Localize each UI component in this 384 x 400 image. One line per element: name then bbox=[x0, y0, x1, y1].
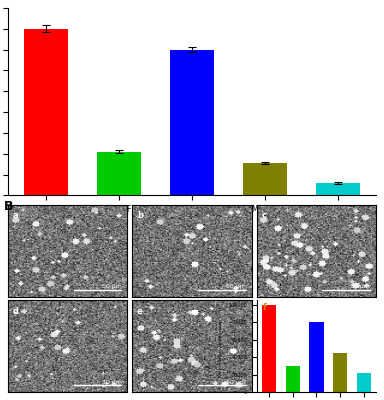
Bar bbox=[262, 304, 276, 392]
Bar bbox=[316, 183, 359, 195]
Text: b: b bbox=[137, 211, 143, 220]
Bar bbox=[286, 366, 300, 392]
Bar bbox=[97, 152, 141, 195]
Bar bbox=[170, 50, 214, 195]
Text: c: c bbox=[262, 211, 266, 220]
Text: 50 μm: 50 μm bbox=[101, 284, 121, 289]
Text: e: e bbox=[137, 307, 143, 316]
Bar bbox=[310, 322, 324, 392]
Bar bbox=[333, 353, 347, 392]
Bar bbox=[25, 29, 68, 195]
Text: a: a bbox=[12, 211, 18, 220]
Text: 50 μm: 50 μm bbox=[226, 380, 246, 385]
Text: B: B bbox=[4, 200, 13, 213]
Text: d: d bbox=[12, 307, 18, 316]
Text: f: f bbox=[263, 303, 266, 312]
Text: 50 μm: 50 μm bbox=[101, 380, 121, 385]
Bar bbox=[243, 163, 287, 195]
Y-axis label: Platelet adhesion(pieces/cm²): Platelet adhesion(pieces/cm²) bbox=[218, 316, 223, 377]
Bar bbox=[357, 373, 371, 392]
Text: 50 μm: 50 μm bbox=[351, 284, 370, 289]
Text: 50 μm: 50 μm bbox=[226, 284, 246, 289]
